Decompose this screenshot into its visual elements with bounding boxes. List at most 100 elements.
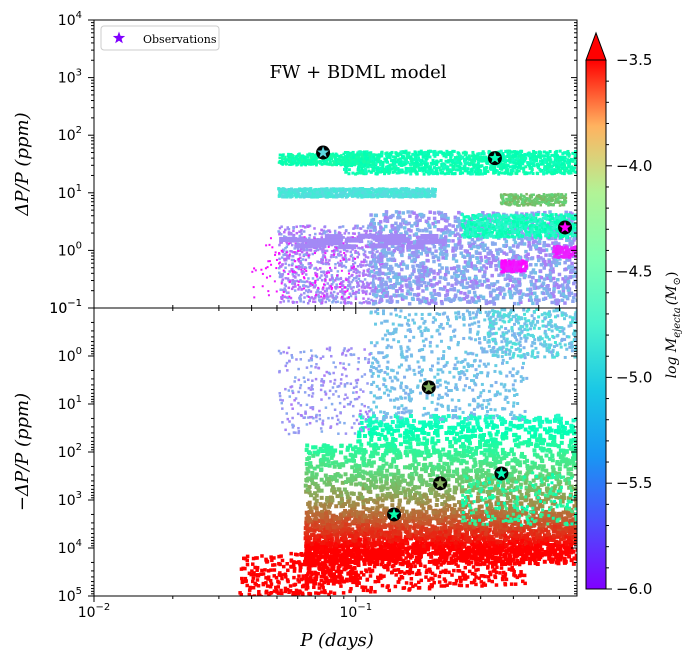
- model-point: [287, 263, 291, 267]
- model-point: [557, 165, 561, 169]
- model-point: [560, 155, 564, 159]
- model-point: [374, 190, 378, 194]
- model-point: [431, 194, 435, 198]
- model-point: [534, 295, 539, 299]
- model-point: [338, 232, 342, 235]
- model-point: [361, 187, 365, 191]
- model-point: [379, 229, 383, 233]
- model-point: [441, 252, 445, 257]
- model-point: [320, 236, 323, 239]
- model-point: [352, 158, 356, 161]
- model-point: [502, 251, 506, 255]
- model-point: [556, 233, 561, 238]
- model-point: [391, 161, 395, 165]
- model-point: [548, 155, 552, 159]
- model-point: [367, 274, 370, 277]
- model-point: [462, 255, 467, 259]
- model-point: [403, 230, 408, 234]
- model-point: [422, 190, 426, 194]
- model-point: [406, 190, 410, 194]
- model-point: [418, 163, 422, 167]
- model-point: [514, 284, 519, 288]
- model-point: [570, 230, 574, 234]
- model-point: [567, 163, 571, 167]
- model-point: [512, 237, 516, 242]
- model-point: [482, 264, 486, 268]
- model-point: [442, 154, 446, 158]
- model-point: [366, 245, 370, 249]
- model-point: [454, 277, 458, 282]
- model-point: [308, 262, 311, 265]
- model-point: [535, 163, 539, 167]
- model-point: [404, 222, 409, 226]
- model-point: [385, 189, 389, 193]
- model-point: [361, 188, 365, 192]
- model-point: [341, 295, 345, 298]
- model-point: [347, 280, 351, 284]
- model-point: [278, 265, 282, 268]
- model-point: [555, 230, 560, 235]
- model-point: [542, 167, 546, 171]
- model-point: [527, 239, 531, 244]
- model-point: [454, 246, 459, 250]
- model-point: [461, 151, 465, 155]
- model-point: [302, 253, 306, 257]
- model-point: [354, 224, 357, 228]
- model-point: [305, 248, 308, 251]
- model-point: [415, 219, 419, 224]
- model-point: [303, 291, 306, 295]
- model-point: [296, 248, 300, 251]
- model-point: [543, 296, 548, 301]
- model-point: [356, 224, 359, 228]
- model-point: [547, 287, 551, 292]
- model-point: [278, 232, 281, 236]
- model-point: [374, 161, 378, 165]
- model-point: [342, 193, 346, 197]
- model-point: [388, 215, 393, 220]
- model-point: [445, 168, 449, 172]
- model-point: [404, 220, 408, 224]
- model-point: [573, 162, 577, 166]
- model-point: [351, 187, 355, 191]
- model-point: [428, 230, 433, 235]
- model-point: [471, 254, 475, 258]
- model-point: [367, 297, 370, 301]
- model-point: [323, 225, 326, 229]
- model-point: [418, 159, 422, 163]
- model-point: [290, 163, 294, 166]
- model-point: [417, 264, 422, 269]
- model-point: [309, 156, 312, 159]
- model-point: [428, 167, 432, 171]
- model-point: [369, 170, 373, 174]
- model-point: [283, 290, 287, 293]
- model-point: [444, 155, 448, 159]
- model-point: [300, 228, 303, 232]
- model-point: [298, 234, 302, 238]
- model-point: [341, 160, 344, 164]
- model-point: [393, 169, 397, 173]
- model-point: [351, 273, 354, 277]
- model-point: [500, 220, 504, 224]
- model-point: [297, 259, 301, 263]
- model-point: [456, 289, 461, 293]
- model-point: [324, 262, 328, 266]
- model-point: [330, 253, 333, 257]
- model-point: [324, 279, 327, 283]
- model-point: [401, 195, 405, 199]
- model-point: [425, 150, 429, 154]
- model-point: [556, 157, 560, 161]
- model-point: [395, 188, 399, 192]
- model-point: [534, 157, 538, 161]
- model-point: [290, 160, 293, 164]
- model-point: [371, 302, 376, 306]
- model-point: [459, 251, 464, 255]
- model-point: [472, 153, 476, 157]
- model-point: [512, 301, 517, 306]
- model-point: [342, 264, 346, 268]
- model-point: [404, 170, 408, 174]
- model-point: [411, 297, 415, 302]
- model-point: [555, 162, 559, 166]
- model-point: [552, 294, 556, 299]
- model-point: [409, 169, 413, 173]
- model-point: [354, 249, 357, 253]
